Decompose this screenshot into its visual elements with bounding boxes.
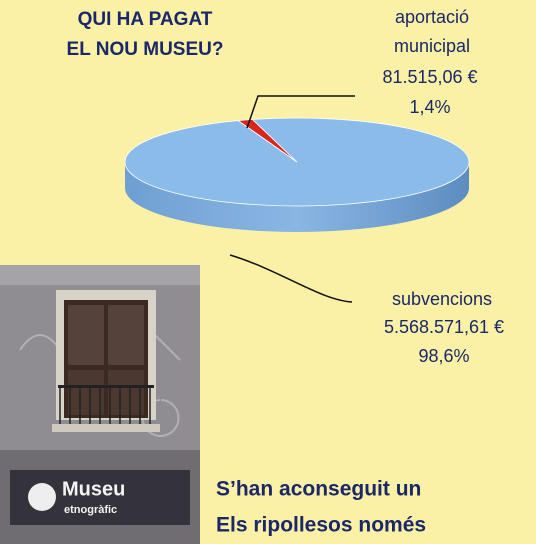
pie bbox=[124, 117, 470, 232]
leader-line bbox=[229, 254, 353, 303]
article-line: S’han aconseguit un bbox=[216, 478, 421, 501]
slice-label: municipal bbox=[394, 36, 470, 56]
slice-label: subvencions bbox=[392, 289, 492, 309]
photo: Museu etnogràfic bbox=[0, 265, 200, 544]
leader-line bbox=[246, 95, 355, 129]
sign-text: Museu bbox=[62, 478, 125, 500]
slice-amount: 81.515,06 € bbox=[382, 67, 477, 87]
slice-label: aportació bbox=[395, 7, 469, 27]
pie-side bbox=[125, 162, 469, 232]
title-line: EL NOU MUSEU? bbox=[67, 39, 224, 60]
sign-text: etnogràfic bbox=[64, 504, 117, 516]
slice-percent: 1,4% bbox=[409, 97, 450, 117]
slice-percent: 98,6% bbox=[418, 346, 469, 366]
title-line: QUI HA PAGAT bbox=[78, 9, 213, 30]
article-line: Els ripollesos només bbox=[216, 514, 426, 537]
pie-slice bbox=[124, 117, 470, 207]
slice-amount: 5.568.571,61 € bbox=[384, 317, 504, 337]
